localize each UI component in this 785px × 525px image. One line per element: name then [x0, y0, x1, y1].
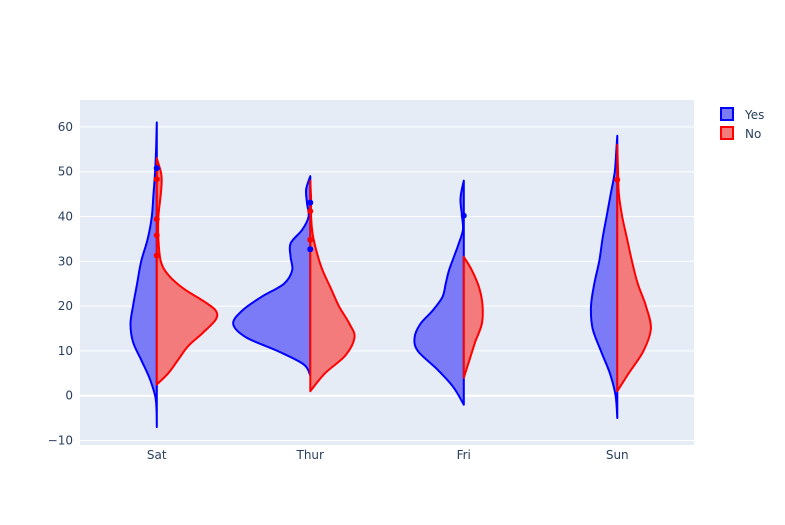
y-tick-label: 0 [65, 389, 73, 403]
y-tick-label: 30 [58, 254, 73, 268]
outlier-point[interactable] [153, 165, 160, 172]
y-tick-label: 60 [58, 120, 73, 134]
legend[interactable]: Yes No [720, 107, 764, 141]
outlier-point[interactable] [153, 176, 160, 183]
x-tick-label: Fri [457, 448, 471, 462]
x-tick-label: Thur [296, 448, 325, 462]
plot-area [80, 100, 694, 445]
legend-item-yes[interactable]: Yes [720, 107, 764, 122]
legend-swatch-no [720, 126, 734, 140]
outlier-point[interactable] [153, 232, 160, 239]
x-tick-label: Sat [147, 448, 167, 462]
violin-no-fri[interactable] [462, 255, 484, 379]
y-axis-ticks: −10 0 10 20 30 40 50 60 [48, 120, 73, 448]
violin-yes-thur[interactable] [232, 175, 312, 377]
y-tick-label: 50 [58, 165, 73, 179]
outlier-points [153, 165, 621, 259]
outlier-point[interactable] [307, 246, 314, 253]
legend-label-no: No [745, 127, 761, 141]
y-tick-label: 40 [58, 209, 73, 223]
violin-yes-fri[interactable] [413, 179, 465, 406]
violin-yes-sun[interactable] [589, 134, 619, 420]
y-tick-label: −10 [48, 434, 73, 448]
x-tick-label: Sun [606, 448, 629, 462]
legend-label-yes: Yes [744, 108, 764, 122]
outlier-point[interactable] [153, 216, 160, 223]
outlier-point[interactable] [307, 236, 314, 243]
outlier-point[interactable] [307, 208, 314, 215]
legend-item-no[interactable]: No [720, 126, 761, 141]
violin-no-sat[interactable] [155, 157, 219, 386]
y-tick-label: 20 [58, 299, 73, 313]
outlier-point[interactable] [460, 212, 467, 219]
outlier-point[interactable] [153, 252, 160, 259]
violin-no-thur[interactable] [309, 179, 356, 393]
outlier-point[interactable] [614, 176, 621, 183]
violin-no-sun[interactable] [616, 143, 652, 393]
legend-swatch-yes [720, 107, 734, 121]
violins [129, 121, 652, 429]
x-axis-ticks: Sat Thur Fri Sun [147, 448, 629, 462]
outlier-point[interactable] [307, 199, 314, 206]
y-tick-label: 10 [58, 344, 73, 358]
